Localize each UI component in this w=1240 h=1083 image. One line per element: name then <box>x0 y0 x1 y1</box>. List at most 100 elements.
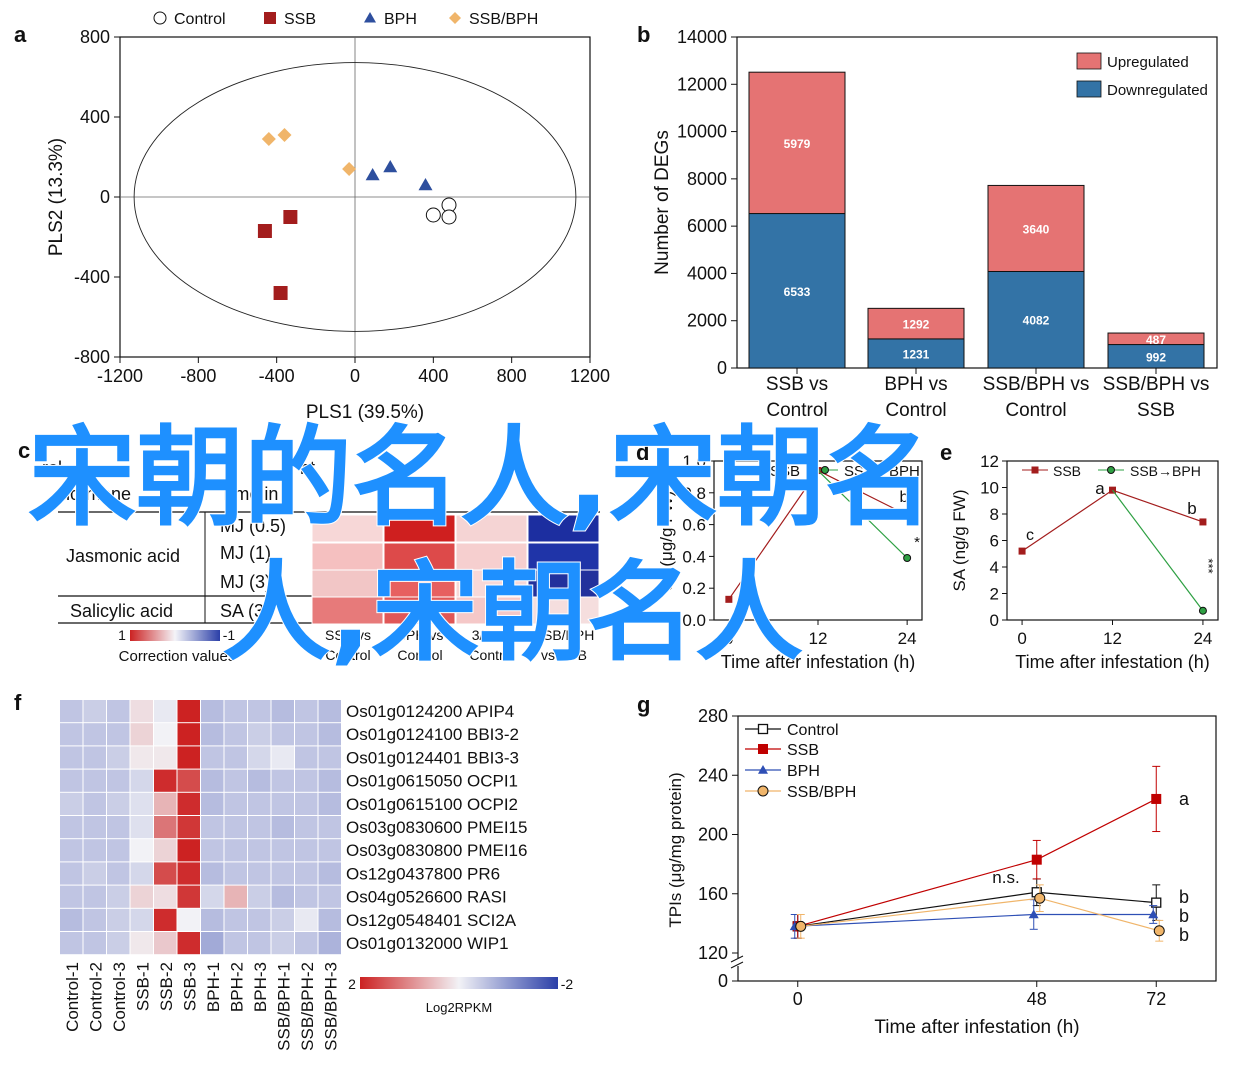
x-category-label: SSB vs <box>766 374 828 395</box>
heatmap-cell <box>154 792 177 815</box>
heatmap-cell <box>201 723 224 746</box>
heatmap-cell <box>201 908 224 931</box>
heatmap-cell <box>295 932 318 955</box>
heatmap-cell <box>177 862 200 885</box>
sample-column-label: Control-1 <box>63 962 82 1032</box>
y-tick-label: 14000 <box>677 27 727 47</box>
sample-column-label: SSB/BPH-2 <box>298 962 317 1051</box>
legend-label: SSB→BPH <box>1130 463 1201 479</box>
series-line-control <box>797 891 1157 927</box>
colorbar-max-label: -1 <box>223 627 236 643</box>
heatmap-cell <box>130 723 153 746</box>
x-tick-label: 800 <box>497 366 527 386</box>
heatmap-cell <box>177 885 200 908</box>
heatmap-cell <box>295 723 318 746</box>
heatmap-cell <box>248 792 271 815</box>
y-tick-label: 0.4 <box>682 547 706 566</box>
heatmap-cell <box>271 839 294 862</box>
y-tick-label: 240 <box>698 765 728 785</box>
heatmap-cell <box>318 792 341 815</box>
heatmap-cell <box>224 792 247 815</box>
heatmap-cell <box>154 862 177 885</box>
significance-letter: a <box>1095 479 1105 498</box>
legend-marker <box>748 466 756 474</box>
heatmap-cell <box>107 885 130 908</box>
bar-value-label-down: 992 <box>1146 350 1166 364</box>
heatmap-cell <box>271 862 294 885</box>
data-point-ssb <box>725 595 733 603</box>
x-tick-label: -800 <box>180 366 216 386</box>
sample-column-label: SSB/BPH-3 <box>321 962 340 1051</box>
heatmap-cell <box>154 932 177 955</box>
gene-row-label: Os01g0615100 OCPI2 <box>346 795 518 814</box>
heatmap-cell <box>224 839 247 862</box>
y-tick-label: 0.0 <box>682 611 706 630</box>
heatmap-cell <box>271 908 294 931</box>
watermark-line-1: 宋朝的名人,宋朝名 <box>27 416 934 541</box>
y-tick-label: 0 <box>717 358 727 378</box>
row-item-label: MJ (0.5) <box>220 516 286 536</box>
table-cell <box>527 596 600 625</box>
sample-column-label: BPH-3 <box>251 962 270 1012</box>
colorbar-label: Correction values <box>119 648 236 665</box>
heatmap-cell <box>154 885 177 908</box>
plot-frame <box>736 36 1218 369</box>
gene-row-label: Os01g0124100 BBI3-2 <box>346 725 519 744</box>
legend-label: SSB/BPH <box>787 784 856 801</box>
panel-letter: b <box>637 22 650 47</box>
x-tick-label: 0 <box>793 989 803 1009</box>
panel-letter: f <box>14 690 22 715</box>
heatmap-cell <box>201 746 224 769</box>
heatmap-cell <box>318 908 341 931</box>
legend-label: Control <box>787 722 839 739</box>
heatmap-cell <box>318 769 341 792</box>
significance-letter: b <box>1179 925 1189 945</box>
data-point-ssb <box>273 286 288 300</box>
significance-letter: b <box>1179 887 1189 907</box>
y-tick-label: 0 <box>990 611 999 630</box>
data-point-ssb <box>257 224 272 238</box>
heatmap-cell <box>130 908 153 931</box>
heatmap-cell <box>201 862 224 885</box>
significance-letter: c <box>1026 527 1034 544</box>
panel-letter: c <box>18 438 30 463</box>
x-tick-label: 24 <box>1193 629 1212 648</box>
heatmap-cell <box>224 723 247 746</box>
table-cell <box>311 596 384 625</box>
heatmap-cell <box>60 769 83 792</box>
data-point-ssbbph <box>1153 925 1165 937</box>
heatmap-cell <box>60 723 83 746</box>
legend-marker <box>264 12 276 24</box>
heatmap-cell <box>107 932 130 955</box>
bar-value-label-down: 4082 <box>1023 314 1050 328</box>
y-tick-label: 400 <box>80 107 110 127</box>
x-tick-label: -1200 <box>97 366 143 386</box>
heatmap-cell <box>130 792 153 815</box>
table-cell <box>455 596 528 625</box>
legend-swatch-up <box>1076 52 1102 70</box>
data-point-ssbbph <box>1034 892 1046 904</box>
heatmap-cell <box>130 839 153 862</box>
legend-marker <box>153 11 167 25</box>
heatmap-cell <box>154 816 177 839</box>
table-cell <box>527 569 600 598</box>
heatmap-cell <box>107 816 130 839</box>
heatmap-cell <box>177 746 200 769</box>
y-tick-label: -800 <box>74 347 110 367</box>
panel-a-pls-scatter: a-1200 -800 -400 0 400 800 1200-800-4000400800… <box>14 11 610 423</box>
table-cell <box>311 542 384 571</box>
heatmap-cell <box>177 700 200 723</box>
axis-break-gap <box>730 958 744 966</box>
y-axis-label: PLS2 (13.3%) <box>46 138 67 256</box>
panel-f-gene-heatmap: f Os01g0124200 APIP4 Os01g0124100 BBI3-2 Os… <box>14 690 573 1051</box>
legend-label: SSB <box>770 463 800 480</box>
plot-frame <box>737 715 1217 982</box>
heatmap-cell <box>83 885 106 908</box>
legend-marker <box>757 723 769 735</box>
y-tick-label: 4000 <box>687 263 727 283</box>
heatmap-cell <box>318 700 341 723</box>
table-header: rol <box>42 458 62 478</box>
heatmap-cell <box>248 723 271 746</box>
sample-column-label: BPH-1 <box>204 962 223 1012</box>
